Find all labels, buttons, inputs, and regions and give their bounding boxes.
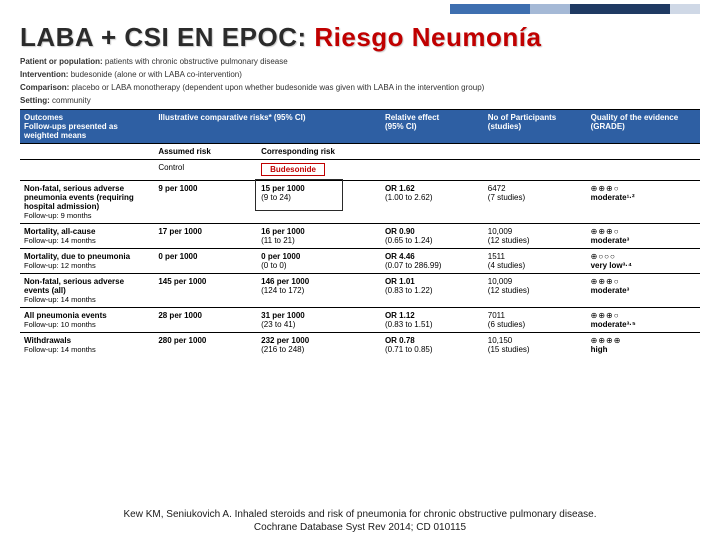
col-corresponding: Corresponding risk [257, 144, 381, 160]
col-risks: Illustrative comparative risks* (95% CI) [154, 110, 381, 144]
header-row-sub: Assumed risk Corresponding risk [20, 144, 700, 160]
col-quality: Quality of the evidence(GRADE) [587, 110, 700, 144]
table-row: All pneumonia eventsFollow-up: 10 months… [20, 308, 700, 333]
evidence-table: Outcomes Follow-ups presented as weighte… [20, 109, 700, 357]
decor-top [450, 4, 700, 14]
table-row: Mortality, all-causeFollow-up: 14 months… [20, 224, 700, 249]
title-part2: Riesgo Neumonía [314, 22, 541, 52]
slide-container: LABA + CSI EN EPOC: Riesgo Neumonía Pati… [0, 0, 720, 540]
col-budesonide: Budesonide [257, 160, 381, 181]
col-participants: No of Participants(studies) [484, 110, 587, 144]
title-part1: LABA + CSI EN EPOC: [20, 22, 314, 52]
col-outcomes: Outcomes Follow-ups presented as weighte… [20, 110, 154, 144]
table-row: Non-fatal, serious adverse events (all)F… [20, 274, 700, 308]
citation-line2: Cochrane Database Syst Rev 2014; CD 0101… [254, 522, 466, 533]
col-assumed: Assumed risk [154, 144, 257, 160]
table-row: Non-fatal, serious adverse pneumonia eve… [20, 181, 700, 224]
header-row-sub2: Control Budesonide [20, 160, 700, 181]
table-row: WithdrawalsFollow-up: 14 months280 per 1… [20, 333, 700, 358]
citation-line1: Kew KM, Seniukovich A. Inhaled steroids … [123, 509, 596, 520]
col-relative: Relative effect(95% CI) [381, 110, 484, 144]
citation: Kew KM, Seniukovich A. Inhaled steroids … [20, 509, 700, 534]
header-row-main: Outcomes Follow-ups presented as weighte… [20, 110, 700, 144]
slide-title: LABA + CSI EN EPOC: Riesgo Neumonía [20, 22, 700, 53]
meta-population: Patient or population: patients with chr… [20, 57, 700, 67]
meta-comparison: Comparison: placebo or LABA monotherapy … [20, 83, 700, 93]
meta-intervention: Intervention: budesonide (alone or with … [20, 70, 700, 80]
table-row: Mortality, due to pneumoniaFollow-up: 12… [20, 249, 700, 274]
col-control: Control [154, 160, 257, 181]
meta-setting: Setting: community [20, 96, 700, 106]
